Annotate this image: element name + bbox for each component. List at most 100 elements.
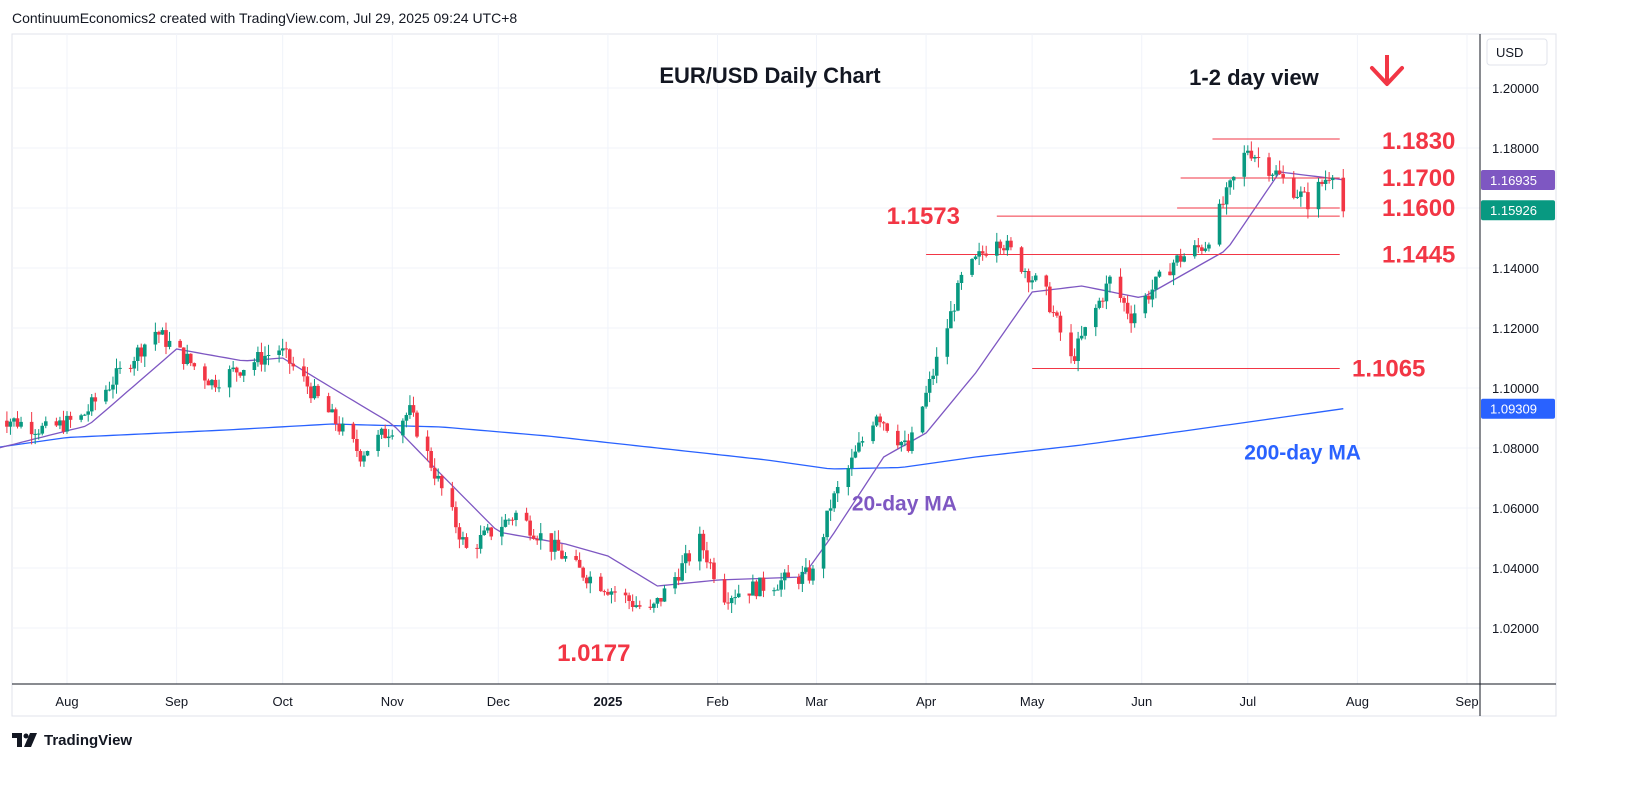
candle bbox=[1083, 326, 1087, 340]
candle bbox=[924, 385, 928, 409]
candle bbox=[775, 584, 780, 591]
candle bbox=[927, 371, 932, 403]
candle bbox=[977, 242, 981, 265]
candle bbox=[1267, 152, 1271, 182]
candle bbox=[712, 557, 716, 583]
candle bbox=[358, 449, 363, 467]
candle bbox=[478, 525, 483, 554]
candle bbox=[1178, 248, 1183, 268]
x-tick-label: Dec bbox=[487, 694, 511, 709]
candle bbox=[454, 501, 458, 534]
x-tick-label: Jul bbox=[1239, 694, 1256, 709]
price-tag: 1.09309 bbox=[1481, 398, 1555, 419]
candle bbox=[627, 592, 631, 610]
price-tags: 1.16935 1.15926 1.09309 bbox=[1481, 169, 1555, 419]
candle bbox=[231, 361, 235, 372]
candles bbox=[5, 141, 1346, 613]
candle bbox=[673, 572, 677, 595]
candle bbox=[33, 429, 37, 445]
candle bbox=[1316, 178, 1321, 218]
candle bbox=[401, 418, 405, 444]
candle bbox=[1168, 263, 1172, 276]
candle bbox=[1026, 268, 1031, 293]
candle bbox=[613, 586, 617, 602]
candle bbox=[1224, 182, 1229, 215]
candle bbox=[1299, 186, 1303, 207]
candle bbox=[425, 430, 430, 462]
y-tick-label: 1.10000 bbox=[1492, 381, 1539, 396]
candle bbox=[1104, 275, 1109, 310]
candle bbox=[1253, 154, 1257, 163]
candle bbox=[79, 413, 83, 423]
candle bbox=[333, 407, 338, 431]
candle bbox=[1002, 244, 1006, 255]
candle bbox=[408, 395, 412, 419]
candle bbox=[263, 346, 267, 372]
candle bbox=[507, 518, 511, 525]
y-tick-label: 1.08000 bbox=[1492, 441, 1539, 456]
candle bbox=[878, 413, 882, 428]
candle bbox=[871, 421, 875, 444]
candle bbox=[959, 271, 964, 290]
brand-name[interactable]: TradingView bbox=[44, 731, 133, 749]
candle bbox=[1147, 290, 1151, 304]
level-label: 1.1573 bbox=[887, 203, 960, 230]
candle bbox=[761, 571, 766, 598]
candle bbox=[577, 552, 582, 568]
candle bbox=[58, 416, 62, 430]
candle bbox=[973, 255, 978, 261]
candle bbox=[1242, 145, 1247, 187]
candle bbox=[1327, 172, 1331, 184]
candle bbox=[114, 358, 119, 394]
candle bbox=[758, 577, 762, 597]
candle bbox=[729, 595, 734, 613]
ma20-path bbox=[0, 171, 1344, 587]
candle bbox=[1256, 147, 1261, 168]
candle bbox=[1270, 173, 1275, 181]
candle bbox=[36, 429, 41, 440]
candle bbox=[351, 421, 356, 443]
candle bbox=[782, 569, 787, 590]
candle bbox=[1246, 145, 1250, 156]
candle bbox=[415, 410, 419, 439]
support-resistance-levels: 1.1830 1.1700 1.1600 1.1573 1.1445 1.1065 bbox=[887, 128, 1456, 383]
candle bbox=[1118, 268, 1123, 303]
candle bbox=[118, 361, 122, 374]
grid-lines bbox=[12, 34, 1480, 684]
candle bbox=[210, 379, 214, 390]
candle bbox=[903, 430, 907, 447]
candle bbox=[733, 589, 737, 605]
candle bbox=[43, 416, 48, 429]
y-tick-label: 1.12000 bbox=[1492, 321, 1539, 336]
candle bbox=[1291, 171, 1296, 200]
candle bbox=[726, 592, 730, 610]
candle bbox=[1320, 179, 1324, 187]
candle bbox=[238, 371, 243, 378]
candle bbox=[800, 565, 805, 592]
candle bbox=[945, 319, 950, 365]
currency-button[interactable] bbox=[1486, 38, 1548, 66]
candle bbox=[326, 392, 331, 413]
chart-credit: ContinuumEconomics2 created with Trading… bbox=[12, 10, 518, 26]
tradingview-logo-icon[interactable] bbox=[12, 733, 38, 747]
candle bbox=[217, 379, 221, 393]
candle bbox=[376, 430, 380, 457]
x-tick-label: 2025 bbox=[593, 694, 622, 709]
candle bbox=[82, 413, 87, 416]
candle bbox=[277, 345, 281, 363]
annotation-label: 20-day MA bbox=[852, 493, 957, 516]
candle bbox=[1058, 311, 1063, 341]
candle bbox=[683, 544, 688, 574]
candle bbox=[825, 510, 829, 541]
candle bbox=[1093, 304, 1098, 337]
candle bbox=[984, 245, 988, 258]
candle bbox=[588, 571, 593, 594]
candle bbox=[1030, 276, 1034, 290]
candle bbox=[906, 433, 911, 453]
candle bbox=[213, 374, 218, 392]
candle bbox=[956, 280, 960, 312]
candle bbox=[86, 404, 91, 422]
candle bbox=[227, 365, 232, 398]
level-label: 1.1065 bbox=[1352, 356, 1425, 383]
